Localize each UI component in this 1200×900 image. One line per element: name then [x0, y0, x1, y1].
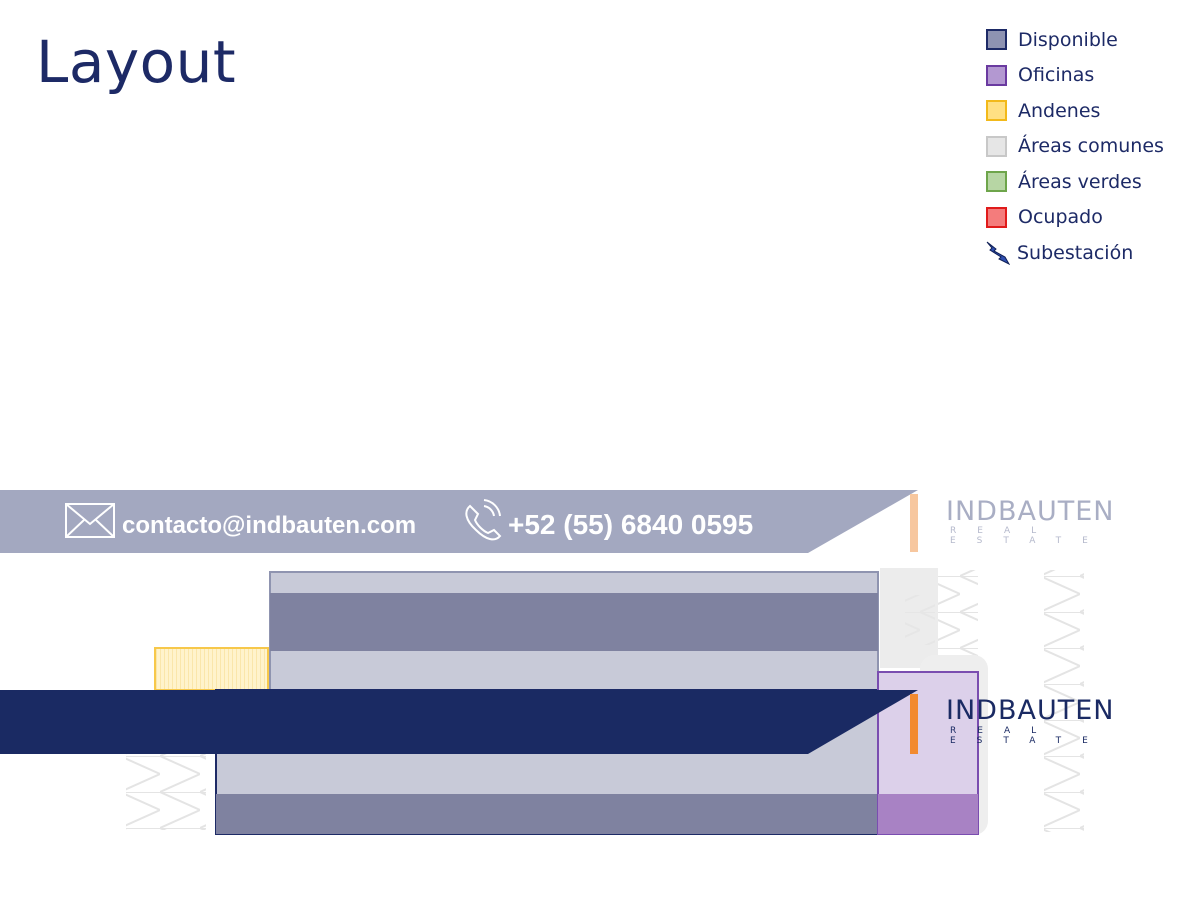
- legend-swatch-ocupado: [986, 206, 1007, 228]
- lightning-bolt-icon: [986, 241, 1010, 266]
- legend-swatch-areas-verdes: [986, 171, 1007, 193]
- legend-item-disponible: Disponible: [986, 22, 1164, 58]
- brand-divider-bottom: [910, 694, 918, 754]
- legend-swatch-areas-comunes: [986, 135, 1007, 157]
- legend-label: Ocupado: [1018, 206, 1103, 229]
- legend-label: Disponible: [1018, 28, 1118, 51]
- brand-logo-bottom: INDBAUTEN: [946, 695, 1115, 726]
- offices-band: [878, 794, 978, 834]
- legend-label: Oficinas: [1018, 64, 1095, 87]
- parking-area-left: [126, 754, 206, 830]
- legend-item-ocupado: Ocupado: [986, 200, 1164, 236]
- legend-label: Áreas comunes: [1018, 135, 1164, 158]
- warehouse-band-bottom: [216, 794, 878, 834]
- page-title: Layout: [36, 28, 237, 96]
- envelope-icon: [65, 503, 115, 538]
- contact-email[interactable]: contacto@indbauten.com: [122, 512, 417, 539]
- legend: Disponible Oficinas Andenes Áreas comune…: [986, 22, 1164, 271]
- loading-dock: [154, 647, 269, 691]
- legend-label: Andenes: [1018, 99, 1101, 122]
- brand-tagline-bottom: REAL ESTATE: [950, 726, 1109, 746]
- phone-icon: [465, 499, 502, 541]
- contact-phone[interactable]: +52 (55) 6840 0595: [508, 509, 754, 540]
- legend-item-oficinas: Oficinas: [986, 58, 1164, 94]
- legend-item-areas-comunes: Áreas comunes: [986, 129, 1164, 165]
- legend-swatch-andenes: [986, 100, 1007, 122]
- brand-banner: [0, 690, 918, 754]
- warehouse-band-top: [270, 593, 878, 651]
- parking-area-right-2: [1044, 570, 1084, 832]
- legend-item-areas-verdes: Áreas verdes: [986, 164, 1164, 200]
- contact-banner: [0, 490, 918, 553]
- brand-tagline-top: REAL ESTATE: [950, 526, 1109, 546]
- legend-item-andenes: Andenes: [986, 93, 1164, 129]
- common-area-stairs: [905, 595, 935, 645]
- legend-swatch-disponible: [986, 29, 1007, 51]
- legend-label: Subestación: [1017, 241, 1134, 264]
- legend-swatch-oficinas: [986, 64, 1007, 86]
- legend-item-subestacion: Subestación: [986, 235, 1164, 271]
- brand-divider-top: [910, 494, 918, 552]
- legend-label: Áreas verdes: [1018, 170, 1142, 193]
- brand-logo-top: INDBAUTEN: [946, 496, 1115, 527]
